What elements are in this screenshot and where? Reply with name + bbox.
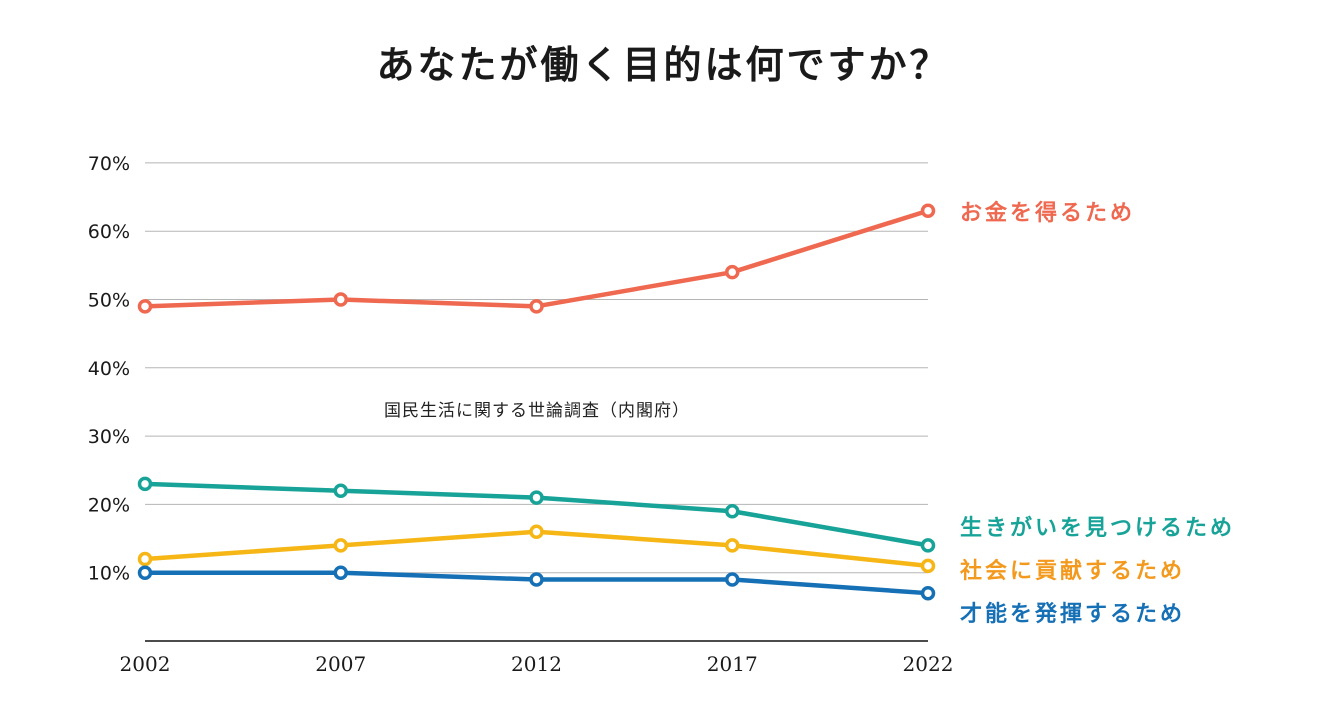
y-tick-label: 30% <box>88 426 130 448</box>
source-annotation: 国民生活に関する世論調査（内閣府） <box>384 401 690 421</box>
x-tick-label: 2007 <box>315 652 366 676</box>
series-0 <box>137 203 936 314</box>
data-point <box>725 538 740 553</box>
data-point <box>137 551 153 567</box>
x-tick-label: 2002 <box>120 652 171 676</box>
y-tick-label: 50% <box>88 290 130 312</box>
data-point <box>333 483 348 498</box>
series-2 <box>137 524 936 574</box>
data-point <box>920 585 936 601</box>
x-tick-label: 2012 <box>511 652 562 676</box>
data-point <box>137 565 153 580</box>
data-point <box>529 299 544 314</box>
x-tick-label: 2017 <box>707 652 758 676</box>
x-tick-label: 2022 <box>903 652 954 676</box>
y-tick-label: 10% <box>88 563 130 585</box>
data-point <box>529 524 544 539</box>
data-point <box>920 203 936 218</box>
series-3 <box>137 565 936 601</box>
data-point <box>333 565 348 580</box>
data-point <box>529 572 544 587</box>
legend-label: 才能を発揮するため <box>960 601 1185 627</box>
data-point <box>333 292 348 307</box>
data-point <box>725 503 740 519</box>
y-tick-label: 70% <box>88 153 130 175</box>
data-point <box>725 264 740 280</box>
legend-label: お金を得るため <box>960 200 1135 226</box>
legend-label: 社会に貢献するため <box>960 558 1185 584</box>
data-point <box>920 558 936 574</box>
data-point <box>137 299 153 314</box>
data-point <box>137 476 153 492</box>
series-line <box>142 208 931 309</box>
y-tick-label: 20% <box>88 494 130 516</box>
data-point <box>529 490 544 505</box>
series-1 <box>137 476 936 553</box>
y-tick-label: 40% <box>88 358 130 380</box>
data-point <box>333 538 348 553</box>
data-point <box>725 572 740 587</box>
y-tick-label: 60% <box>88 221 130 243</box>
chart-title: あなたが働く目的は何ですか？ <box>376 43 951 87</box>
data-point <box>920 538 936 553</box>
legend-label: 生きがいを見つけるため <box>960 515 1235 541</box>
